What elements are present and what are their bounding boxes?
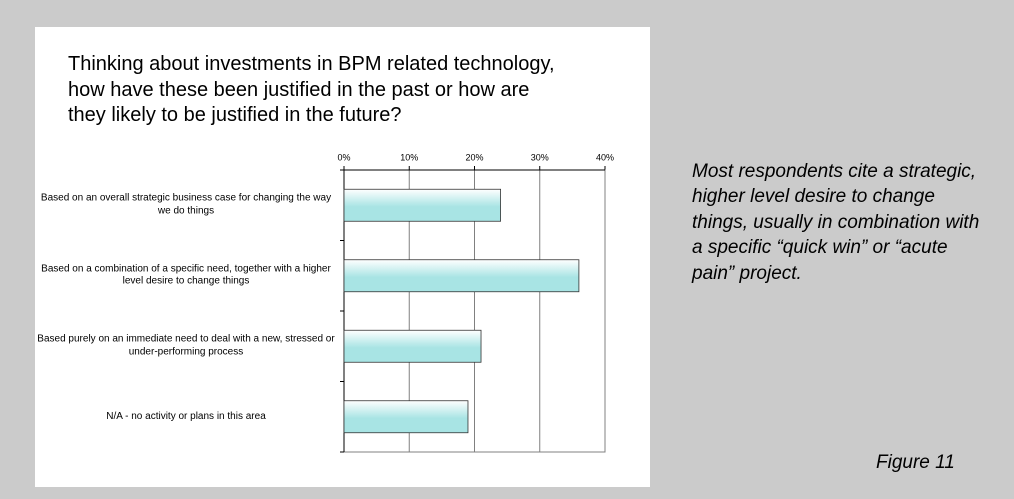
x-tick-label: 10%	[400, 152, 418, 162]
bar	[343, 400, 469, 434]
bar	[343, 259, 580, 293]
x-tick-label: 30%	[531, 152, 549, 162]
y-tick-label: N/A - no activity or plans in this area	[106, 410, 266, 422]
panel	[35, 27, 650, 487]
x-tick-label: 40%	[596, 152, 614, 162]
bar	[343, 188, 502, 222]
y-tick-label: Based on an overall strategic business c…	[40, 192, 332, 217]
chart-title: Thinking about investments in BPM relate…	[68, 53, 555, 126]
y-tick-label: Based purely on an immediate need to dea…	[37, 333, 335, 358]
figure-label: Figure 11	[876, 452, 955, 473]
x-tick-label: 20%	[465, 152, 483, 162]
x-tick-label: 0%	[337, 152, 350, 162]
annotation: Most respondents cite a strategic, highe…	[692, 161, 980, 284]
bar	[343, 329, 482, 363]
y-tick-label: Based on a combination of a specific nee…	[41, 263, 331, 287]
